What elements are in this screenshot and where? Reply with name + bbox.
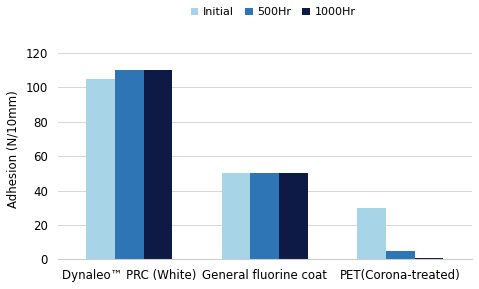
Legend: Initial, 500Hr, 1000Hr: Initial, 500Hr, 1000Hr [191, 7, 355, 17]
Bar [386, 251, 415, 259]
Bar [115, 70, 144, 259]
Bar [279, 173, 308, 259]
Y-axis label: Adhesion (N/10mm): Adhesion (N/10mm) [7, 90, 20, 208]
Bar [357, 208, 386, 259]
Bar [222, 173, 251, 259]
Bar [144, 70, 172, 259]
Bar [86, 79, 115, 259]
Bar [251, 173, 279, 259]
Bar [415, 257, 444, 259]
